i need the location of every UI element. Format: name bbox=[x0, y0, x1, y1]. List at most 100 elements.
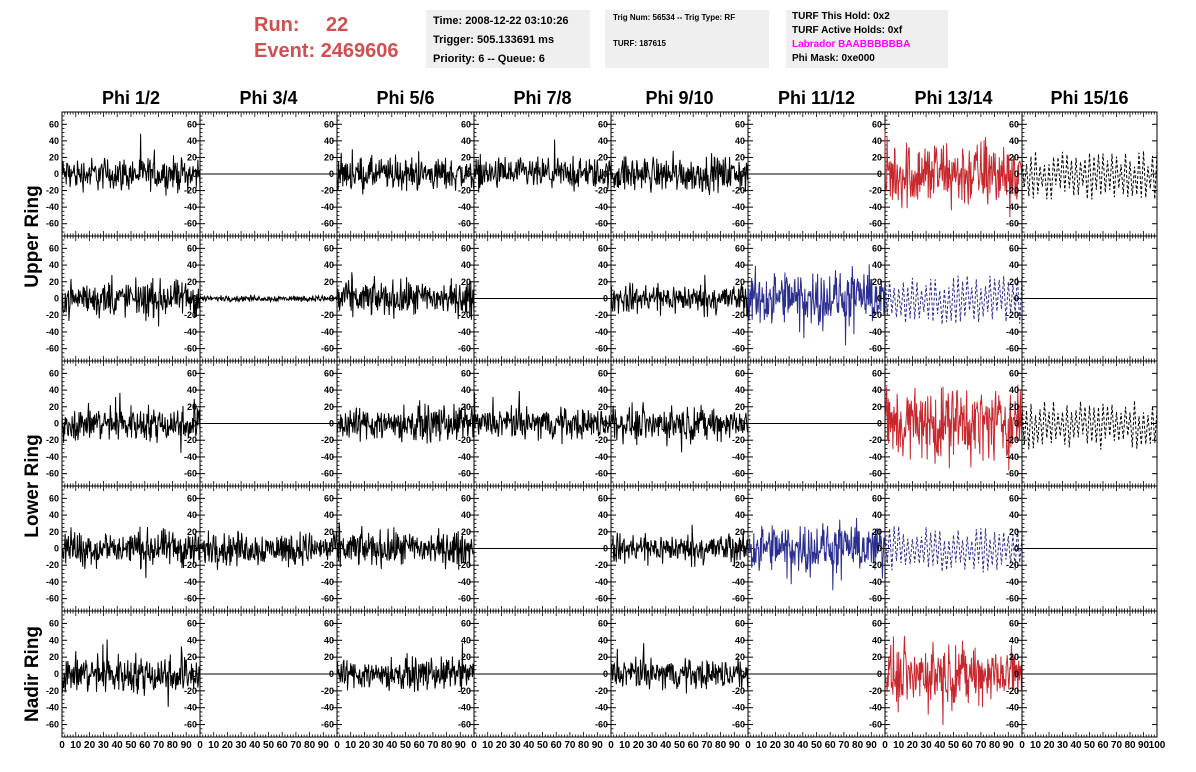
y-tick-label: 60 bbox=[735, 368, 745, 378]
y-tick-label: -40 bbox=[595, 327, 608, 337]
y-tick-label: -40 bbox=[321, 327, 334, 337]
y-tick-label: 40 bbox=[1009, 510, 1019, 520]
y-tick-label: 60 bbox=[49, 493, 59, 503]
run-value: 22 bbox=[326, 14, 349, 36]
y-tick-label: -40 bbox=[1006, 202, 1019, 212]
y-tick-label: -40 bbox=[869, 202, 882, 212]
y-tick-label: -40 bbox=[458, 202, 471, 212]
y-tick-label: 20 bbox=[1009, 152, 1019, 162]
y-tick-label: 60 bbox=[187, 368, 197, 378]
y-tick-label: 40 bbox=[49, 635, 59, 645]
y-tick-label: 20 bbox=[872, 152, 882, 162]
y-tick-label: -20 bbox=[184, 560, 197, 570]
waveform-line bbox=[884, 275, 1023, 325]
column-title-3: Phi 5/6 bbox=[376, 88, 434, 108]
y-tick-label: 20 bbox=[324, 277, 334, 287]
y-tick-label: 20 bbox=[461, 152, 471, 162]
y-tick-label: 20 bbox=[461, 527, 471, 537]
y-tick-label: -20 bbox=[46, 435, 59, 445]
y-tick-label: 60 bbox=[324, 493, 334, 503]
y-tick-label: -60 bbox=[1006, 594, 1019, 604]
y-tick-label: 40 bbox=[598, 260, 608, 270]
y-tick-label: -60 bbox=[869, 594, 882, 604]
y-tick-label: 40 bbox=[49, 136, 59, 146]
y-tick-label: -40 bbox=[458, 452, 471, 462]
y-tick-label: 60 bbox=[1009, 119, 1019, 129]
y-tick-label: 60 bbox=[187, 618, 197, 628]
y-tick-label: -60 bbox=[732, 469, 745, 479]
y-tick-label: -60 bbox=[595, 344, 608, 354]
y-tick-label: 40 bbox=[872, 385, 882, 395]
waveform-line bbox=[884, 526, 1023, 573]
y-tick-label: 60 bbox=[187, 243, 197, 253]
y-tick-label: 0 bbox=[466, 169, 471, 179]
y-tick-label: -40 bbox=[184, 703, 197, 713]
y-tick-label: 40 bbox=[1009, 260, 1019, 270]
y-tick-label: 60 bbox=[187, 493, 197, 503]
y-tick-label: 60 bbox=[1009, 368, 1019, 378]
y-tick-label: -20 bbox=[458, 310, 471, 320]
y-tick-label: 20 bbox=[735, 277, 745, 287]
y-tick-label: -40 bbox=[46, 202, 59, 212]
y-tick-label: 20 bbox=[872, 402, 882, 412]
y-tick-label: -20 bbox=[595, 310, 608, 320]
y-tick-label: 0 bbox=[740, 294, 745, 304]
y-tick-label: 60 bbox=[872, 243, 882, 253]
y-tick-label: 60 bbox=[49, 618, 59, 628]
y-tick-label: -60 bbox=[184, 594, 197, 604]
y-tick-label: -40 bbox=[184, 327, 197, 337]
panel-frame bbox=[884, 235, 1023, 362]
y-tick-label: 0 bbox=[1014, 419, 1019, 429]
waveform-line bbox=[336, 400, 475, 444]
y-tick-label: 40 bbox=[1009, 136, 1019, 146]
waveform-line bbox=[336, 272, 475, 320]
y-tick-label: -60 bbox=[869, 344, 882, 354]
waveform-line bbox=[610, 274, 749, 318]
y-tick-label: -20 bbox=[321, 435, 334, 445]
y-tick-label: -40 bbox=[46, 703, 59, 713]
y-tick-label: 0 bbox=[1014, 544, 1019, 554]
run-label: Run: bbox=[254, 14, 300, 36]
y-tick-label: 0 bbox=[192, 169, 197, 179]
y-tick-label: 40 bbox=[324, 260, 334, 270]
y-tick-label: 20 bbox=[49, 652, 59, 662]
y-tick-label: 20 bbox=[735, 527, 745, 537]
y-tick-label: 60 bbox=[598, 119, 608, 129]
y-tick-label: -40 bbox=[46, 327, 59, 337]
y-tick-label: 0 bbox=[740, 544, 745, 554]
y-tick-label: -20 bbox=[869, 560, 882, 570]
y-tick-label: 60 bbox=[598, 493, 608, 503]
y-tick-label: 20 bbox=[735, 152, 745, 162]
y-tick-label: 20 bbox=[187, 652, 197, 662]
y-tick-label: -60 bbox=[458, 469, 471, 479]
y-tick-label: 60 bbox=[872, 119, 882, 129]
y-tick-label: 40 bbox=[872, 136, 882, 146]
y-tick-label: 40 bbox=[187, 385, 197, 395]
y-tick-label: -40 bbox=[595, 577, 608, 587]
y-tick-label: 40 bbox=[461, 385, 471, 395]
y-tick-label: -60 bbox=[46, 344, 59, 354]
y-tick-label: -60 bbox=[184, 219, 197, 229]
y-tick-label: -60 bbox=[595, 219, 608, 229]
run-event-block: Run: 22 Event: 2469606 bbox=[254, 12, 399, 64]
trig-info-box: Trig Num: 56534 -- Trig Type: RF TURF: 1… bbox=[605, 10, 769, 68]
y-tick-label: -60 bbox=[458, 344, 471, 354]
time-info-box: Time: 2008-12-22 03:10:26 Trigger: 505.1… bbox=[426, 10, 590, 68]
y-tick-label: 60 bbox=[1009, 493, 1019, 503]
y-tick-label: -20 bbox=[869, 435, 882, 445]
y-tick-label: 40 bbox=[324, 136, 334, 146]
y-tick-label: 60 bbox=[872, 493, 882, 503]
y-tick-label: 40 bbox=[598, 136, 608, 146]
y-tick-label: 40 bbox=[49, 510, 59, 520]
y-tick-label: -40 bbox=[184, 452, 197, 462]
y-tick-label: 60 bbox=[461, 119, 471, 129]
y-tick-label: 60 bbox=[461, 368, 471, 378]
y-tick-label: 0 bbox=[466, 294, 471, 304]
y-tick-label: 40 bbox=[735, 136, 745, 146]
y-tick-label: 40 bbox=[461, 136, 471, 146]
y-tick-label: -40 bbox=[1006, 452, 1019, 462]
y-tick-label: -40 bbox=[46, 577, 59, 587]
y-tick-label: 0 bbox=[329, 419, 334, 429]
trigger-text: Trigger: 505.133691 ms bbox=[433, 34, 555, 46]
y-tick-label: -40 bbox=[732, 202, 745, 212]
